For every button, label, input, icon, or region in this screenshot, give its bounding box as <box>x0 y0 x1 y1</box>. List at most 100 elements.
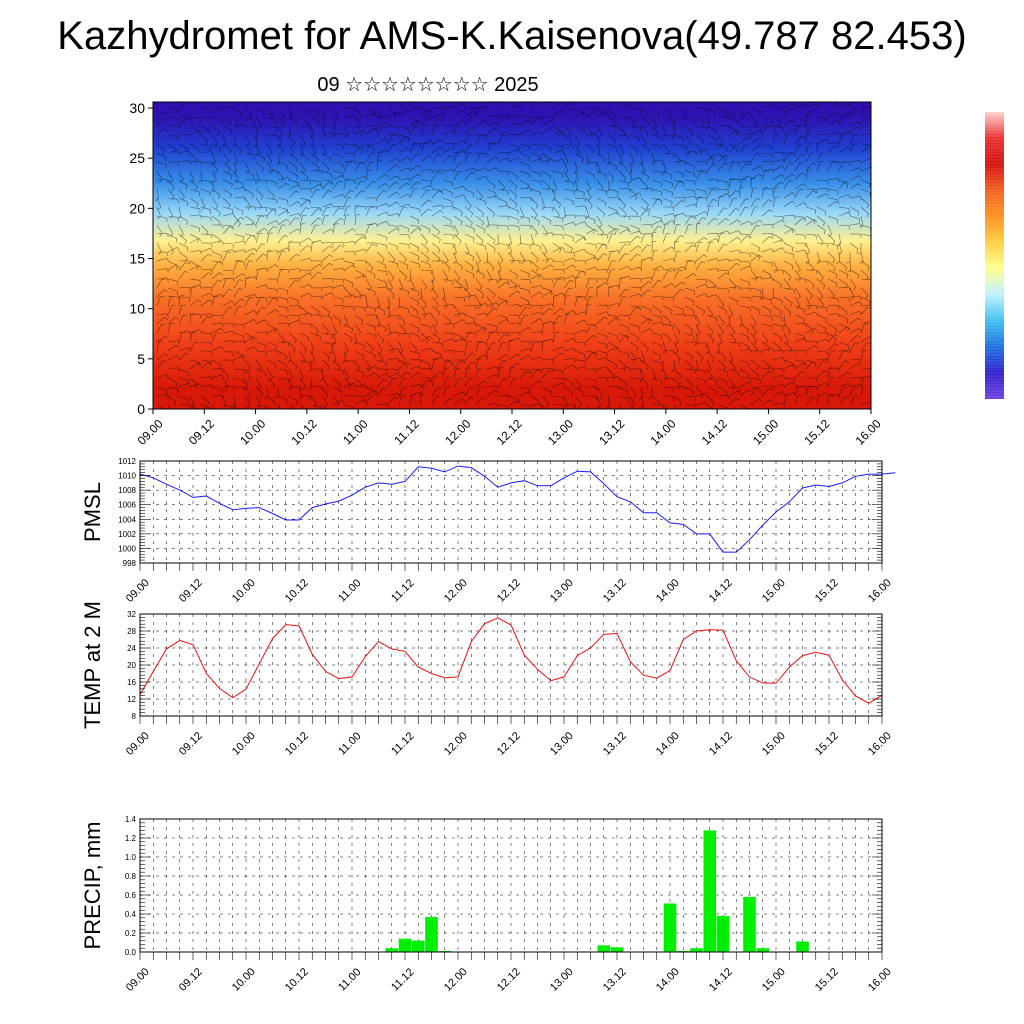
wind-barb-flag <box>738 162 741 167</box>
wind-barb-flag <box>363 306 368 309</box>
wind-barb <box>244 277 247 289</box>
wind-barb <box>783 287 794 290</box>
series-line <box>139 465 896 553</box>
wind-barb <box>310 206 321 209</box>
wind-barb-flag <box>265 284 268 289</box>
wind-barb-flag <box>175 265 178 270</box>
wind-barb <box>838 206 849 209</box>
wind-barb <box>827 394 830 406</box>
wind-barb <box>376 126 383 136</box>
wind-barb-flag <box>626 334 630 338</box>
wind-barb <box>761 160 772 163</box>
wind-barb-flag <box>832 161 837 164</box>
wind-barb <box>706 268 717 271</box>
wind-barb <box>178 395 189 400</box>
wind-barb <box>849 167 860 172</box>
wind-barb-flag <box>338 180 343 183</box>
wind-barb <box>266 116 277 121</box>
wind-barb <box>519 287 530 291</box>
wind-barb-flag <box>834 145 839 148</box>
wind-barb <box>772 239 783 244</box>
wind-barb <box>442 197 453 202</box>
wind-barb <box>662 143 670 152</box>
wind-barb <box>651 143 662 147</box>
wind-barb <box>508 206 519 212</box>
y-tick-label: 20 <box>127 661 136 670</box>
wind-barb-flag <box>348 385 352 389</box>
wind-barb <box>442 296 448 307</box>
wind-barb-flag <box>836 111 840 115</box>
wind-barb <box>750 225 757 235</box>
wind-barb-flag <box>383 190 388 193</box>
wind-barb <box>585 377 596 381</box>
wind-barb-flag <box>661 295 664 300</box>
wind-barb <box>585 170 596 176</box>
wind-barb-flag <box>769 310 772 315</box>
wind-barb <box>574 404 577 409</box>
wind-barb-flag <box>527 119 532 123</box>
wind-barb-flag <box>309 180 312 185</box>
wind-barb <box>222 134 227 145</box>
wind-barb <box>838 269 849 275</box>
wind-barb <box>299 237 309 244</box>
wind-barb-flag <box>499 260 504 264</box>
wind-barb <box>508 332 520 334</box>
wind-barb <box>266 220 277 226</box>
wind-barb <box>508 285 519 289</box>
wind-barb-flag <box>331 135 336 138</box>
wind-barb <box>409 242 419 248</box>
wind-barb <box>266 404 271 409</box>
wind-barb-flag <box>781 219 785 224</box>
wind-barb-flag <box>518 315 521 320</box>
wind-barb <box>420 335 430 343</box>
wind-barb <box>717 332 723 343</box>
wind-barb <box>233 249 244 253</box>
wind-barb <box>530 158 541 163</box>
wind-barb <box>772 197 776 208</box>
wind-barb-flag <box>262 306 267 309</box>
wind-barb-flag <box>738 286 741 291</box>
wind-barb-flag <box>811 396 816 399</box>
wind-barb <box>541 287 552 291</box>
wind-barb-flag <box>393 396 398 399</box>
wind-barb-flag <box>328 351 333 354</box>
wind-barb-flag <box>638 192 642 196</box>
wind-barb <box>211 272 220 280</box>
wind-barb <box>156 258 167 262</box>
wind-barb-flag <box>309 270 312 275</box>
wind-barb <box>574 205 585 208</box>
wind-barb <box>816 350 828 353</box>
wind-barb-flag <box>472 193 475 198</box>
wind-barb <box>596 188 607 192</box>
wind-barb-flag <box>352 130 356 135</box>
wind-barb-flag <box>441 169 444 174</box>
wind-barb-flag <box>450 397 454 401</box>
wind-barb-flag <box>637 337 640 342</box>
wind-barb <box>277 404 281 409</box>
wind-barb <box>233 273 243 280</box>
wind-barb <box>651 350 661 357</box>
wind-barb-flag <box>281 178 285 183</box>
wind-barb-flag <box>376 324 381 327</box>
wind-barb-flag <box>853 134 858 136</box>
wind-barb <box>244 170 255 176</box>
wind-barb <box>596 282 606 289</box>
wind-barb <box>629 188 638 197</box>
wind-barb <box>475 287 484 295</box>
wind-barb <box>805 311 816 316</box>
wind-barb <box>387 396 395 406</box>
wind-barb <box>508 224 519 227</box>
wind-barb <box>563 314 568 325</box>
wind-barb-flag <box>317 122 320 127</box>
wind-barb-flag <box>580 270 585 273</box>
wind-barb <box>684 150 695 154</box>
wind-barb <box>332 350 337 361</box>
wind-barb <box>618 179 629 184</box>
wind-barb <box>398 224 409 229</box>
wind-barb <box>398 305 409 310</box>
wind-barb <box>497 354 507 361</box>
wind-barb <box>409 120 419 127</box>
wind-barb-flag <box>545 259 549 264</box>
wind-barb <box>596 357 607 361</box>
